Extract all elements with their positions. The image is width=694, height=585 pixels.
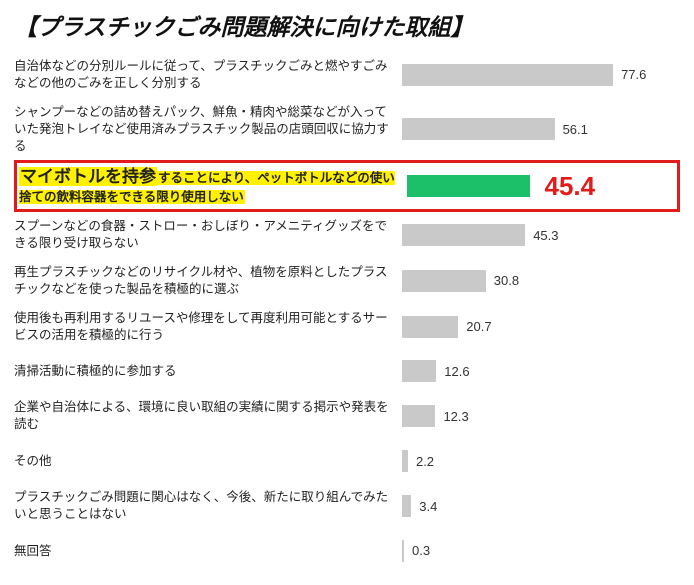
- bar: [402, 118, 555, 140]
- bar-value: 56.1: [563, 122, 588, 137]
- bar-value: 30.8: [494, 273, 519, 288]
- bar: [402, 64, 613, 86]
- bar-cell: 77.6: [402, 63, 680, 87]
- bar-value: 3.4: [419, 499, 437, 514]
- bar-cell: 30.8: [402, 269, 680, 293]
- bar-cell: 0.3: [402, 539, 680, 563]
- bar: [402, 495, 411, 517]
- bar: [402, 405, 435, 427]
- bar-value: 45.4: [544, 171, 595, 202]
- chart-row: 再生プラスチックなどのリサイクル材や、植物を原料としたプラスチックなどを使った製…: [14, 258, 680, 304]
- row-label: 企業や自治体による、環境に良い取組の実績に関する掲示や発表を読む: [14, 399, 402, 433]
- chart-row: プラスチックごみ問題に関心はなく、今後、新たに取り組んでみたいと思うことはない 3…: [14, 483, 680, 529]
- bar-cell: 56.1: [402, 117, 680, 141]
- bar-value: 2.2: [416, 454, 434, 469]
- chart-row: 使用後も再利用するリユースや修理をして再度利用可能とするサービスの活用を積極的に…: [14, 304, 680, 350]
- row-label: 使用後も再利用するリユースや修理をして再度利用可能とするサービスの活用を積極的に…: [14, 310, 402, 344]
- row-label: その他: [14, 453, 402, 470]
- chart-row: 自治体などの分別ルールに従って、プラスチックごみと燃やすごみなどの他のごみを正し…: [14, 52, 680, 98]
- bar: [402, 450, 408, 472]
- bar-value: 12.6: [444, 364, 469, 379]
- bar-cell: 45.3: [402, 223, 680, 247]
- bar-cell: 45.4: [407, 174, 675, 198]
- bar-cell: 2.2: [402, 449, 680, 473]
- bar-chart: 自治体などの分別ルールに従って、プラスチックごみと燃やすごみなどの他のごみを正し…: [14, 52, 680, 573]
- bar-value: 12.3: [443, 409, 468, 424]
- bar: [402, 540, 404, 562]
- row-label: 清掃活動に積極的に参加する: [14, 363, 402, 380]
- row-label: シャンプーなどの詰め替えパック、鮮魚・精肉や総菜などが入っていた発泡トレイなど使…: [14, 104, 402, 155]
- chart-row: シャンプーなどの詰め替えパック、鮮魚・精肉や総菜などが入っていた発泡トレイなど使…: [14, 98, 680, 161]
- bar-value: 45.3: [533, 228, 558, 243]
- row-label: プラスチックごみ問題に関心はなく、今後、新たに取り組んでみたいと思うことはない: [14, 489, 402, 523]
- chart-row: スプーンなどの食器・ストロー・おしぼり・アメニティグッズをできる限り受け取らない…: [14, 212, 680, 258]
- chart-row: 清掃活動に積極的に参加する 12.6: [14, 349, 680, 393]
- row-label: マイボトルを持参することにより、ペットボトルなどの使い捨ての飲料容器をできる限り…: [19, 166, 407, 206]
- bar: [407, 175, 530, 197]
- chart-row: マイボトルを持参することにより、ペットボトルなどの使い捨ての飲料容器をできる限り…: [14, 160, 680, 212]
- bar-cell: 20.7: [402, 315, 680, 339]
- chart-title: 【プラスチックごみ問題解決に向けた取組】: [14, 8, 680, 42]
- bar: [402, 360, 436, 382]
- bar-cell: 3.4: [402, 494, 680, 518]
- row-label: 再生プラスチックなどのリサイクル材や、植物を原料としたプラスチックなどを使った製…: [14, 264, 402, 298]
- bar-value: 20.7: [466, 319, 491, 334]
- bar-value: 77.6: [621, 67, 646, 82]
- row-label-strong: マイボトルを持参: [19, 167, 157, 186]
- chart-row: 企業や自治体による、環境に良い取組の実績に関する掲示や発表を読む 12.3: [14, 393, 680, 439]
- bar: [402, 270, 486, 292]
- row-label: 自治体などの分別ルールに従って、プラスチックごみと燃やすごみなどの他のごみを正し…: [14, 58, 402, 92]
- row-label: スプーンなどの食器・ストロー・おしぼり・アメニティグッズをできる限り受け取らない: [14, 218, 402, 252]
- bar: [402, 316, 458, 338]
- chart-row: 無回答0.3: [14, 529, 680, 573]
- bar-value: 0.3: [412, 543, 430, 558]
- chart-row: その他 2.2: [14, 439, 680, 483]
- bar-cell: 12.6: [402, 359, 680, 383]
- bar: [402, 224, 525, 246]
- bar-cell: 12.3: [402, 404, 680, 428]
